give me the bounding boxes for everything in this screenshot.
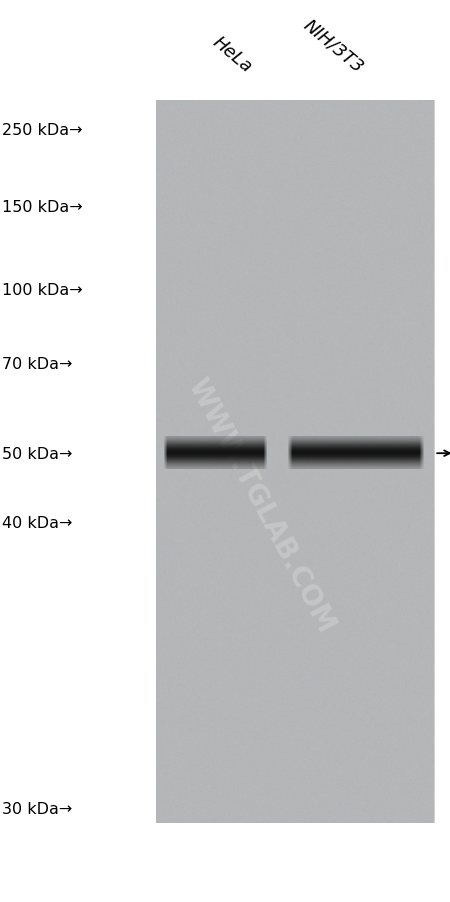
Text: 100 kDa→: 100 kDa→ (2, 283, 83, 298)
Bar (156, 101, 434, 823)
Text: HeLa: HeLa (208, 33, 255, 77)
Text: WWW.TGLAB.COM: WWW.TGLAB.COM (182, 373, 340, 637)
Text: 30 kDa→: 30 kDa→ (2, 802, 72, 816)
Text: 250 kDa→: 250 kDa→ (2, 124, 83, 138)
Text: NIH/3T3: NIH/3T3 (300, 16, 366, 77)
Text: 50 kDa→: 50 kDa→ (2, 446, 72, 461)
Text: 70 kDa→: 70 kDa→ (2, 357, 72, 372)
Text: 40 kDa→: 40 kDa→ (2, 516, 72, 530)
Text: 150 kDa→: 150 kDa→ (2, 200, 83, 215)
